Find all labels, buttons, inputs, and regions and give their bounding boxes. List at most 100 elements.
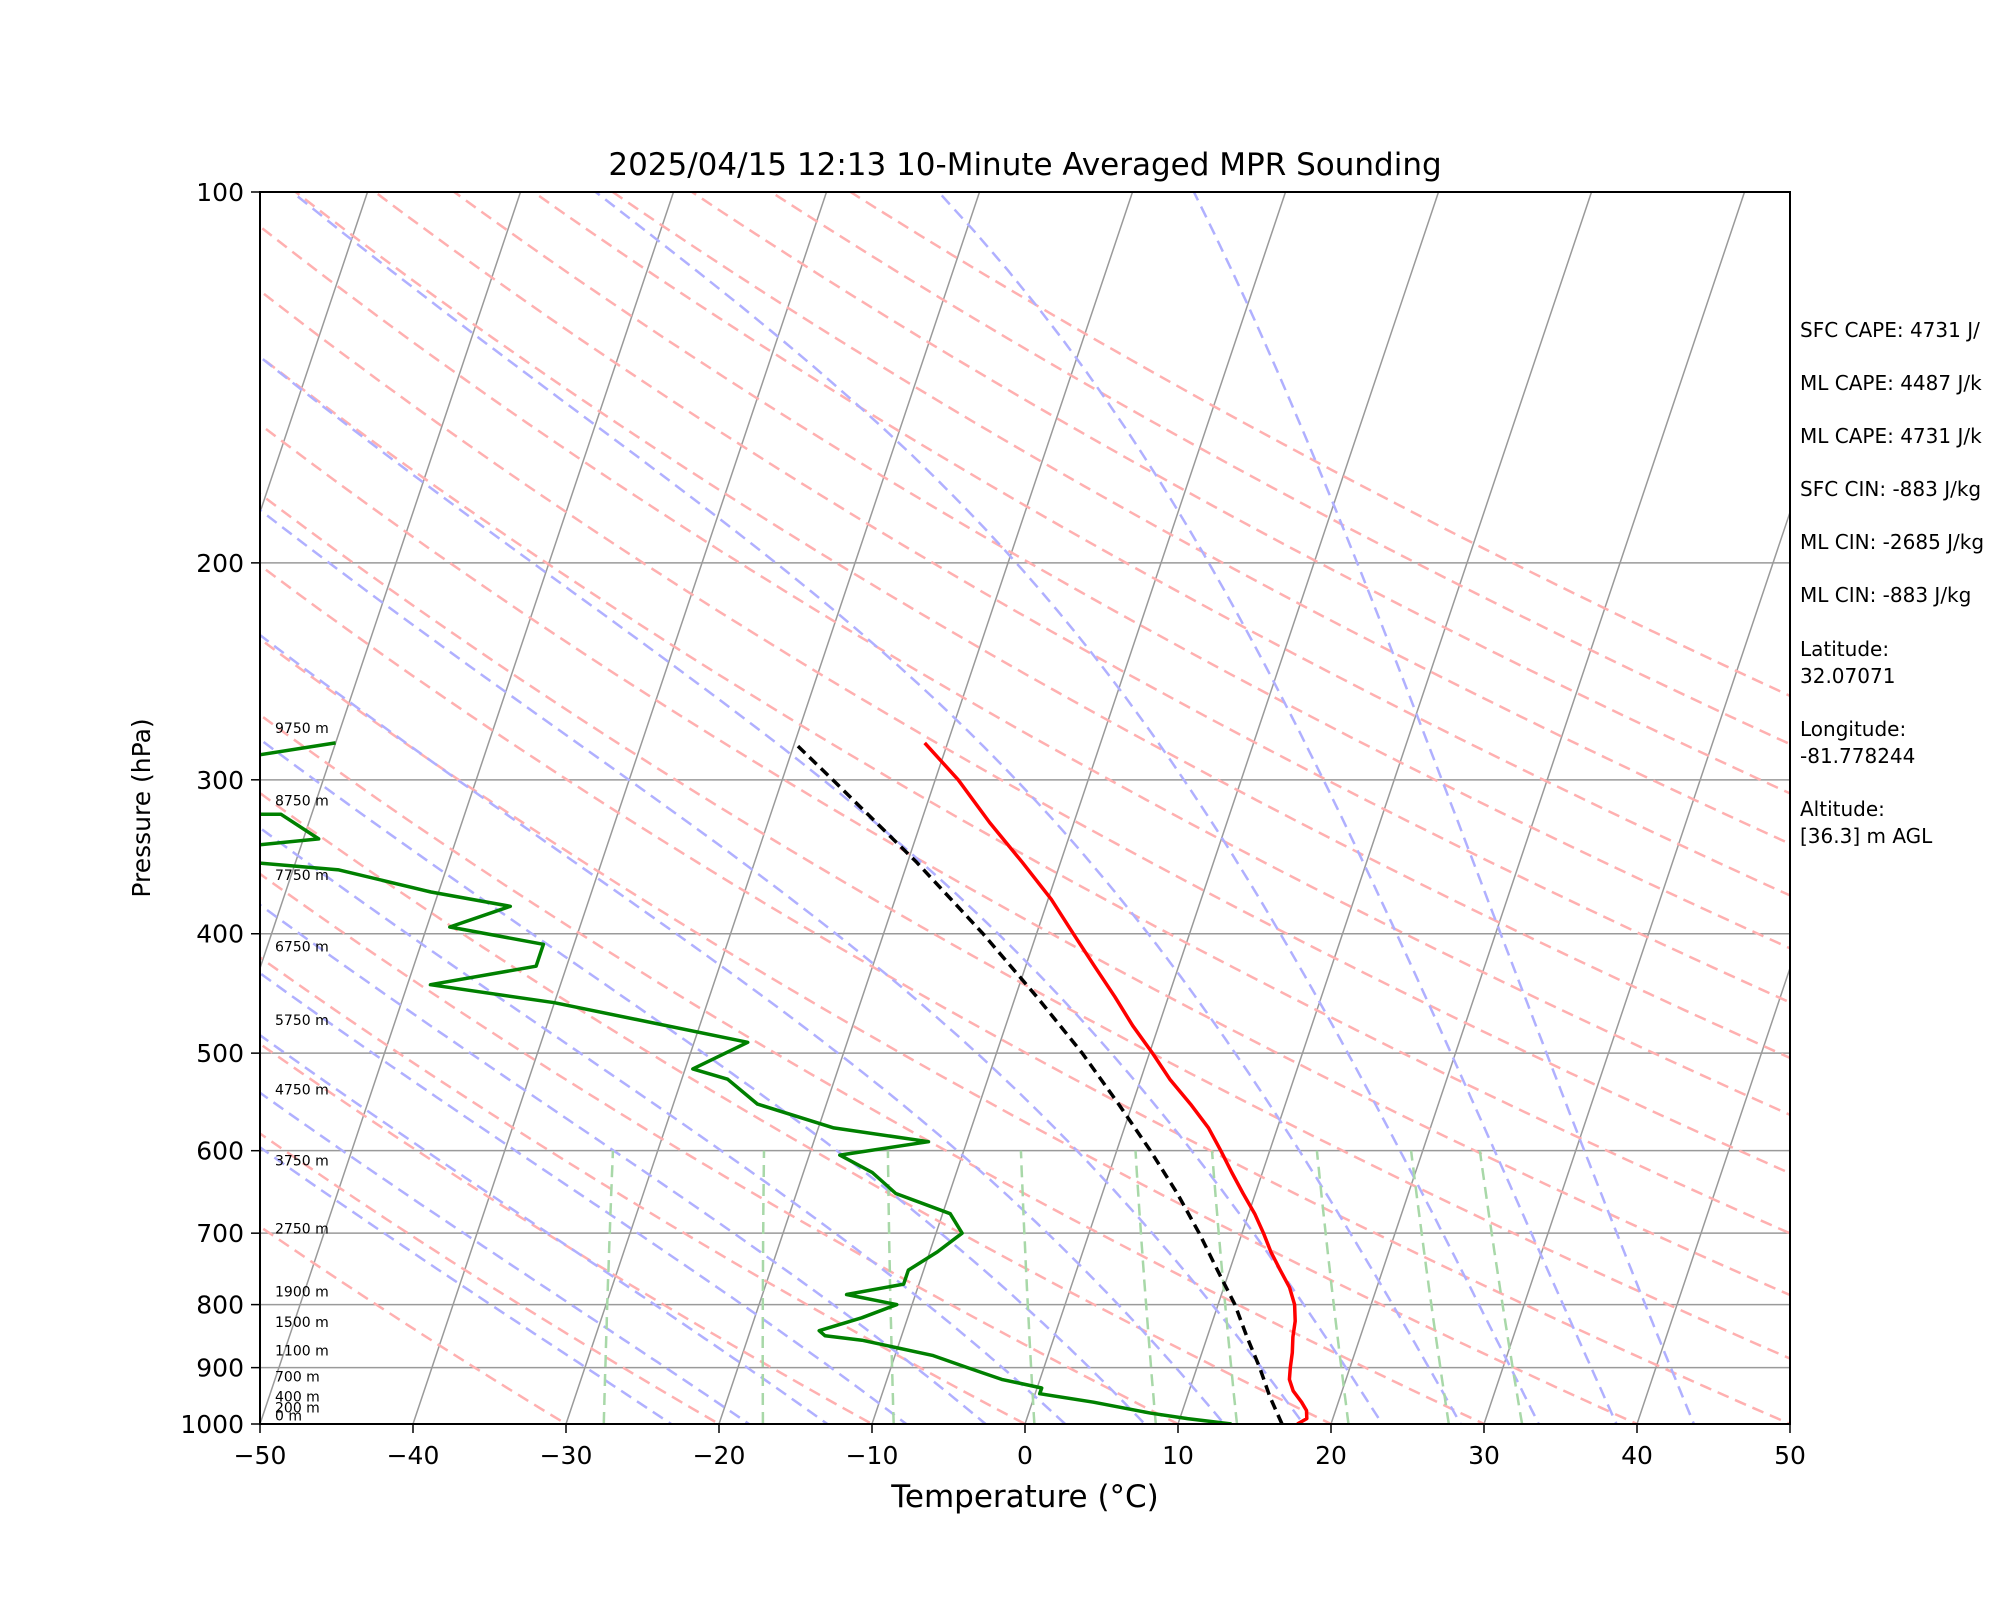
moist-adiabat-line xyxy=(260,508,1305,1424)
y-tick-label: 800 xyxy=(196,1291,244,1320)
moist-adiabat-line xyxy=(260,355,1384,1424)
stats-line: Longitude: xyxy=(1800,717,1906,741)
dry-adiabat-line xyxy=(260,637,1641,1424)
stats-line: ML CAPE: 4487 J/k xyxy=(1800,371,1982,395)
x-tick-label: 50 xyxy=(1774,1441,1806,1470)
moist-adiabat-line xyxy=(260,1145,674,1424)
height-label: 9750 m xyxy=(275,721,329,737)
chart-title: 2025/04/15 12:13 10-Minute Averaged MPR … xyxy=(608,147,1441,183)
y-tick-label: 200 xyxy=(196,549,244,578)
height-label: 400 m xyxy=(275,1389,320,1405)
isotherm-line xyxy=(260,192,675,1424)
x-tick-label: 30 xyxy=(1468,1441,1500,1470)
stats-line: SFC CAPE: 4731 J/ xyxy=(1800,318,1980,342)
dry-adiabat-line xyxy=(374,192,1790,1004)
stats-line: Latitude: xyxy=(1800,637,1889,661)
dry-adiabat-line xyxy=(260,563,1790,1424)
dry-adiabat-line xyxy=(260,872,1181,1424)
moist-adiabat-line xyxy=(260,1091,752,1424)
stats-line: SFC CIN: -883 J/kg xyxy=(1800,477,1981,501)
dry-adiabat-line xyxy=(260,355,1790,1235)
dry-adiabat-line xyxy=(260,224,1790,1117)
moist-adiabat-line xyxy=(260,1033,830,1424)
mixing-ratio-line xyxy=(761,1150,766,1424)
height-label: 4750 m xyxy=(275,1082,329,1098)
isotherm-line xyxy=(0,192,62,1424)
x-tick-label: 10 xyxy=(1162,1441,1194,1470)
isotherm-line xyxy=(1483,509,1790,1424)
dry-adiabat-line xyxy=(260,492,1790,1360)
y-tick-label: 300 xyxy=(196,766,244,795)
plot-frame xyxy=(259,191,1791,1425)
isotherm-line xyxy=(1330,192,1746,1424)
height-label: 2750 m xyxy=(275,1221,329,1237)
height-label: 3750 m xyxy=(275,1153,329,1169)
dry-adiabat-line xyxy=(294,192,1790,1060)
isotherm-line xyxy=(260,192,522,971)
mixing-ratio-line xyxy=(1019,1150,1036,1424)
dry-adiabat-line xyxy=(453,192,1790,950)
mixing-ratio-line xyxy=(1409,1150,1451,1424)
dry-adiabat-line xyxy=(260,713,1488,1424)
dry-adiabat-line xyxy=(260,955,1028,1424)
stats-line: 32.07071 xyxy=(1800,664,1895,688)
x-tick-label: −20 xyxy=(693,1441,746,1470)
mixing-ratio-line xyxy=(1134,1150,1158,1424)
stats-panel: SFC CAPE: 4731 J/ML CAPE: 4487 J/k ML CAP… xyxy=(1800,318,1984,848)
x-tick-label: −40 xyxy=(387,1441,440,1470)
mixing-ratio-line xyxy=(1210,1150,1239,1424)
isotherm-line xyxy=(260,192,369,515)
height-label: 7750 m xyxy=(275,868,329,884)
stats-line: ML CAPE: 4731 J/k xyxy=(1800,424,1982,448)
stats-line: ML CIN: -2685 J/kg xyxy=(1800,530,1984,554)
isotherm-line xyxy=(1177,192,1593,1424)
moist-adiabat-line xyxy=(1192,192,1696,1424)
height-label: 1500 m xyxy=(275,1315,329,1331)
moist-adiabat-line xyxy=(260,633,1226,1424)
isotherm-line xyxy=(871,192,1287,1424)
height-label: 1100 m xyxy=(275,1343,329,1359)
isotherm-line xyxy=(565,192,981,1424)
stats-line: -81.778244 xyxy=(1800,744,1915,768)
dry-adiabat-line xyxy=(260,1225,569,1424)
mixing-ratio-line xyxy=(602,1150,615,1424)
height-label: 5750 m xyxy=(275,1013,329,1029)
dry-adiabat-line xyxy=(260,1131,722,1424)
dry-adiabat-line xyxy=(611,192,1790,846)
x-axis: −50 −40 −30 −20 −10 0 10 20 30 40 50 xyxy=(234,1424,1806,1470)
height-label: 200 m xyxy=(275,1400,320,1416)
x-tick-label: 40 xyxy=(1621,1441,1653,1470)
isotherm-line xyxy=(412,192,828,1424)
stats-line: Altitude: xyxy=(1800,797,1885,821)
y-axis: 1000 900 800 700 600 500 400 300 200 100 xyxy=(180,178,260,1439)
x-tick-label: 0 xyxy=(1017,1441,1033,1470)
dry-adiabat-line xyxy=(770,192,1790,746)
moist-adiabat-line xyxy=(260,826,1068,1424)
height-label: 0 m xyxy=(275,1408,302,1424)
stats-line: ML CIN: -883 J/kg xyxy=(1800,583,1971,607)
height-label: 8750 m xyxy=(275,794,329,810)
y-tick-label: 700 xyxy=(196,1219,244,1248)
dry-adiabat-line xyxy=(260,289,1790,1175)
moist-adiabat-line xyxy=(291,192,1463,1424)
isotherm-line xyxy=(1024,192,1440,1424)
y-tick-label: 600 xyxy=(196,1137,244,1166)
moist-adiabat-line xyxy=(260,737,1147,1424)
x-tick-label: −50 xyxy=(234,1441,287,1470)
background-lines xyxy=(0,192,1790,1424)
isotherm-line xyxy=(0,192,215,1424)
parcel-profile xyxy=(793,741,1284,1424)
mixing-ratio-line xyxy=(1478,1150,1524,1424)
y-tick-label: 1000 xyxy=(180,1410,244,1439)
moist-adiabat-line xyxy=(260,971,909,1424)
mixing-ratio-line xyxy=(1315,1150,1350,1424)
y-tick-label: 100 xyxy=(196,178,244,207)
y-axis-title: Pressure (hPa) xyxy=(127,718,156,897)
dewpoint-profile xyxy=(260,741,1232,1424)
moist-adiabat-line xyxy=(937,192,1618,1424)
moist-adiabat-line xyxy=(594,192,1541,1424)
isotherm-line xyxy=(718,192,1134,1424)
y-tick-label: 900 xyxy=(196,1354,244,1383)
